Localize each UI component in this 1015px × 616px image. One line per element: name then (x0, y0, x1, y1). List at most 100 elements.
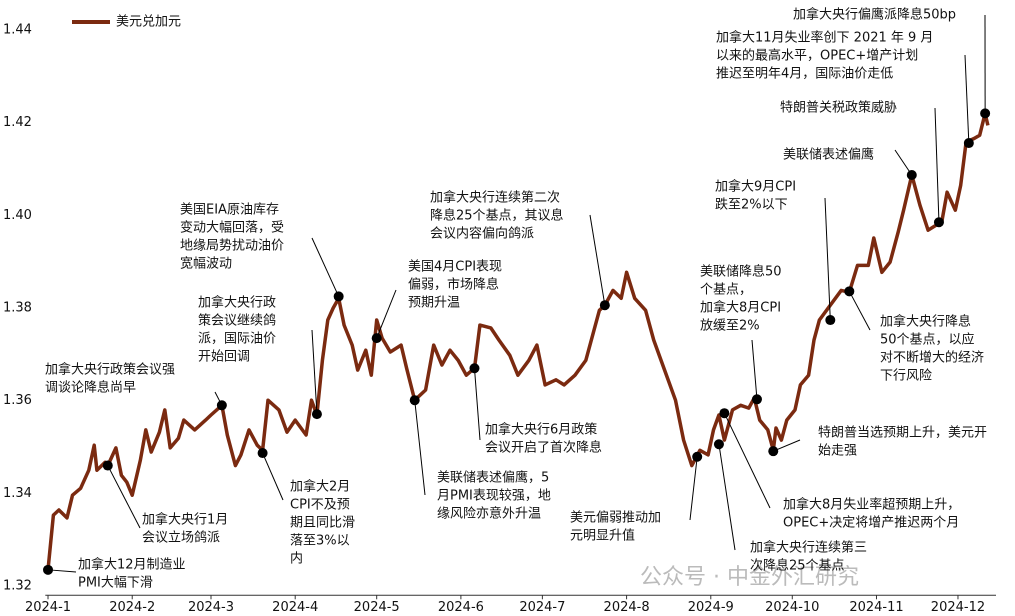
annotation-text: 推迟至明年4月，国际油价走低 (716, 67, 893, 82)
leader-line (473, 368, 481, 441)
leader-line (718, 444, 736, 551)
annotation-text: 变动大幅回落，受 (180, 220, 284, 236)
annotation-dot (844, 286, 855, 297)
annotation-text: 加拿大8月失业率超预期上升， (783, 497, 960, 513)
annotation-text: 元明显升值 (570, 528, 635, 544)
annotation-dot (713, 439, 724, 450)
leader-line (723, 412, 771, 509)
annotation-dot (768, 446, 779, 457)
leader-line (414, 400, 426, 496)
annotation-text: 跌至2%以下 (715, 197, 788, 213)
annotation-text: 美元偏弱推动加 (570, 511, 661, 526)
leader-line (589, 214, 606, 306)
x-tick-label: 2024-1 (25, 600, 71, 615)
leader-line (376, 289, 397, 339)
annotation-text: 预期升温 (408, 296, 460, 311)
annotation-dot (906, 170, 917, 181)
annotation-dot (692, 451, 703, 462)
annotation-text: 以来的最高水平，OPEC+增产计划 (716, 48, 918, 64)
annotation-dot (933, 217, 944, 228)
y-tick-label: 1.34 (3, 486, 32, 501)
annotation-text: 加拿大央行6月政策 (485, 422, 597, 438)
legend-label: 美元兑加元 (116, 15, 181, 30)
line-series (46, 111, 990, 570)
annotation-dot (216, 400, 227, 411)
y-tick-label: 1.38 (3, 301, 32, 316)
y-tick-label: 1.42 (3, 115, 32, 130)
x-tick-label: 2024-11 (849, 600, 903, 615)
annotation-text: 期且同比滑 (290, 516, 355, 531)
annotation-dot (980, 108, 991, 119)
annotation-text: 加拿大央行政策会议强 (45, 362, 175, 378)
annotation-text: 会议开启了首次降息 (485, 440, 602, 456)
y-tick-label: 1.40 (3, 208, 32, 223)
annotation-dot (257, 448, 268, 459)
annotation-dot (599, 300, 610, 311)
leader-line (311, 237, 340, 297)
leader-line (262, 452, 284, 501)
leader-line (311, 329, 318, 415)
leader-line (894, 149, 913, 176)
leader-line (964, 54, 970, 144)
annotation-text: 特朗普关税政策威胁 (780, 100, 897, 116)
annotation-text: 调谈论降息尚早 (45, 380, 136, 396)
y-tick-label: 1.44 (3, 22, 32, 37)
annotation-text: 加拿大央行政 (198, 295, 276, 311)
annotation-text: 偏弱，市场降息 (408, 277, 499, 293)
leader-line (824, 197, 831, 321)
x-tick-label: 2024-10 (765, 600, 819, 615)
annotation-dot (719, 408, 730, 419)
y-tick-label: 1.32 (3, 579, 32, 594)
annotation-text: 特朗普当选预期上升，美元开 (818, 426, 987, 441)
x-tick-label: 2024-9 (688, 600, 734, 615)
x-tick-label: 2024-7 (519, 600, 565, 615)
annotation-dot (825, 315, 836, 326)
annotation-text: 美联储表述偏鹰，5 (437, 470, 549, 486)
annotation-text: 放缓至2% (700, 319, 760, 334)
annotation-text: 50个基点，以应 (880, 332, 975, 348)
annotation-text: 加拿大12月制造业 (78, 557, 186, 573)
annotation-dot (311, 409, 322, 420)
annotation-dot (102, 460, 113, 471)
annotation-dot (43, 564, 54, 575)
annotation-text: 开始回调 (198, 350, 250, 365)
annotation-text: 次降息25个基点 (750, 558, 845, 574)
annotation-dot (963, 138, 974, 149)
annotation-text: 加拿大央行连续第三 (750, 540, 867, 556)
annotation-text: 会议立场鸽派 (142, 530, 220, 546)
annotation-text: 降息25个基点，其议息 (430, 208, 564, 224)
annotation-dot (469, 363, 480, 374)
leader-line (934, 107, 940, 223)
annotation-text: 宽幅波动 (180, 256, 232, 272)
annotation-text: 缘风险亦意外升温 (437, 506, 541, 522)
x-tick-label: 2024-2 (109, 600, 155, 615)
x-tick-label: 2024-8 (604, 600, 650, 615)
y-tick-label: 1.36 (3, 393, 32, 408)
annotation-text: 个基点， (700, 283, 752, 298)
annotation-text: OPEC+决定将增产推迟两个月 (783, 516, 959, 531)
annotation-text: 落至3%以 (290, 534, 350, 549)
watermark: 公众号 · 中金外汇研究 (640, 565, 859, 590)
annotation-text: 月PMI表现较强，地 (437, 489, 551, 504)
annotation-dot (751, 394, 762, 405)
leader-line (689, 456, 698, 521)
x-tick-label: 2024-6 (438, 600, 484, 615)
annotation-text: PMI大幅下滑 (78, 576, 153, 591)
x-tick-label: 2024-12 (931, 600, 985, 615)
annotation-text: CPI不及预 (290, 498, 350, 513)
leader-line (751, 339, 758, 400)
annotation-text: 美联储表述偏鹰 (783, 147, 874, 163)
annotation-text: 地缘局势扰动油价 (180, 238, 284, 254)
annotation-text: 对不断增大的经济 (880, 350, 984, 366)
annotation-text: 加拿大8月CPI (700, 300, 781, 316)
annotation-text: 加拿大9月CPI (715, 179, 796, 195)
annotation-dot (409, 395, 420, 406)
annotation-text: 内 (290, 551, 303, 567)
annotation-dot (333, 291, 344, 302)
annotation-text: 美国4月CPI表现 (408, 260, 502, 275)
leader-line (107, 465, 141, 529)
annotation-text: 加拿大央行降息 (880, 314, 971, 330)
annotation-text: 派，国际油价 (198, 332, 276, 347)
